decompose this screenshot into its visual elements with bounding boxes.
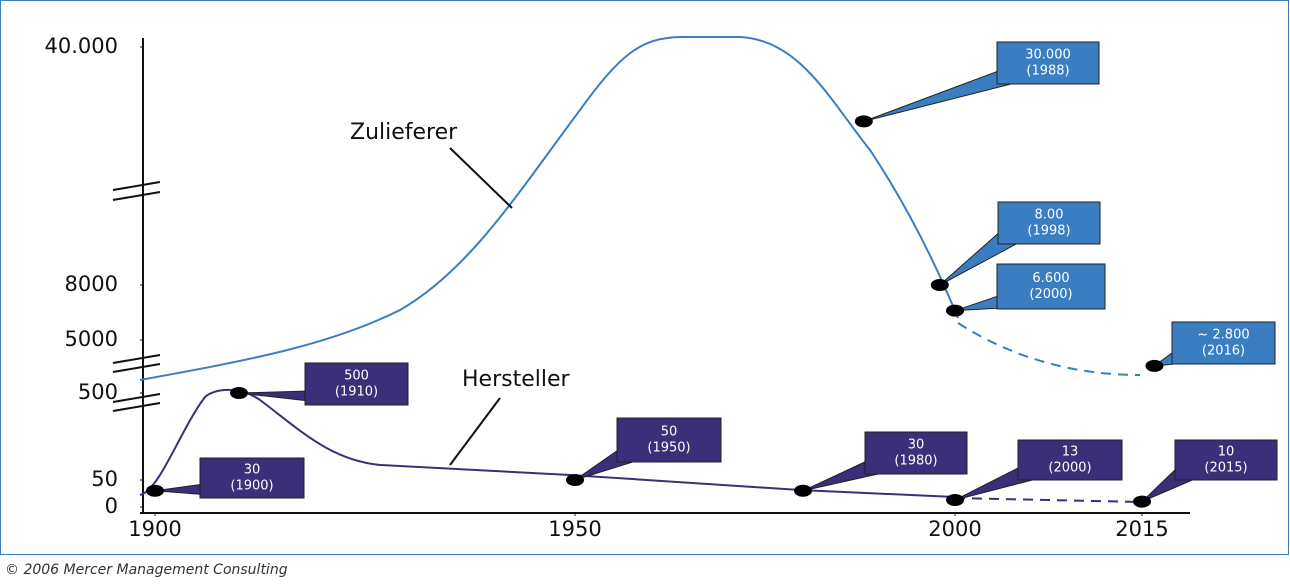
callout-year: (1910): [335, 385, 378, 400]
callout-value: 30: [244, 463, 261, 478]
data-point: [1133, 495, 1151, 508]
x-tick-label: 2015: [1115, 517, 1168, 541]
callout-value: 8.00: [1035, 208, 1064, 223]
callout-pointer: [863, 69, 1021, 122]
data-point: [946, 493, 964, 506]
callout-year: (2015): [1204, 461, 1247, 476]
y-tick-label: 500: [78, 380, 118, 404]
data-point: [1145, 359, 1164, 372]
x-tick-label: 2000: [928, 517, 981, 541]
callout-box: [616, 417, 722, 463]
data-point: [566, 474, 584, 486]
x-tick-label: 1950: [548, 517, 601, 541]
callout-box: [997, 201, 1101, 245]
callout-box: [199, 457, 305, 499]
callout-year: (1980): [894, 454, 937, 469]
data-point: [930, 279, 949, 291]
callout-value: 6.600: [1032, 271, 1069, 286]
y-tick-label: 50: [91, 467, 118, 491]
data-point: [854, 115, 873, 128]
callout-value: ~ 2.800: [1197, 328, 1249, 343]
callout-box: [996, 263, 1106, 310]
y-tick-label: 5000: [65, 327, 118, 351]
y-tick-label: 8000: [65, 272, 118, 296]
zulieferer-curve-forecast: [957, 322, 1141, 376]
frame: [0, 0, 1289, 555]
series-label: Zulieferer: [350, 120, 458, 145]
callout-year: (1988): [1026, 64, 1069, 79]
callout-box: [1171, 321, 1276, 365]
callout-box: [304, 362, 409, 406]
source: © 2006 Mercer Management Consulting: [5, 562, 288, 578]
callout-box: [1017, 439, 1123, 481]
x-tick-label: 1900: [128, 517, 181, 541]
data-point: [230, 387, 248, 399]
callout-year: (2000): [1029, 287, 1072, 302]
callout-year: (1998): [1027, 224, 1070, 239]
y-tick-label: 40.000: [45, 34, 118, 58]
callout-value: 30.000: [1025, 48, 1071, 63]
callout-value: 13: [1062, 445, 1079, 460]
data-point: [146, 484, 164, 497]
data-point: [794, 484, 812, 497]
callout-year: (2016): [1202, 344, 1245, 359]
callout-year: (1900): [230, 479, 273, 494]
series-label: Hersteller: [462, 367, 571, 392]
leader-line: [449, 397, 501, 466]
callout-box: [1174, 439, 1278, 481]
y-tick-label: 0: [105, 494, 118, 518]
callout-box: [996, 41, 1100, 85]
axis-breaks: [112, 181, 161, 412]
data-point: [946, 304, 964, 317]
callout-value: 30: [908, 438, 925, 453]
callout-box: [864, 431, 968, 475]
callout-year: (1950): [647, 441, 690, 456]
callout-year: (2000): [1048, 461, 1091, 476]
leader-line: [449, 147, 513, 209]
callout-value: 50: [661, 425, 678, 440]
hersteller-curve-forecast: [954, 497, 1141, 503]
callout-value: 500: [344, 369, 369, 384]
zulieferer-curve: [139, 36, 959, 381]
callout-value: 10: [1218, 445, 1235, 460]
